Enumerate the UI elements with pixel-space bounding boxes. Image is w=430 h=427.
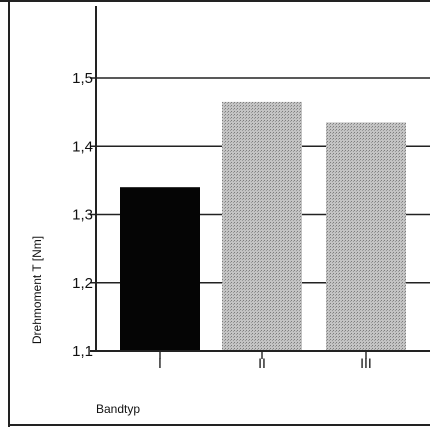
x-tick-labels: I II III <box>158 355 372 371</box>
y-tick-labels: 1,1 1,2 1,3 1,4 1,5 <box>72 70 93 360</box>
bar-I <box>120 187 200 351</box>
bar-II <box>222 101 302 351</box>
y-tick-label: 1,4 <box>72 138 93 155</box>
x-tick-label: III <box>360 355 372 371</box>
y-tick-label: 1,1 <box>72 343 93 360</box>
y-tick-label: 1,5 <box>72 70 93 87</box>
y-tick-label: 1,3 <box>72 207 93 224</box>
y-tick-label: 1,2 <box>72 275 93 292</box>
x-tick-label: I <box>158 355 162 371</box>
y-axis-title: Drehmoment T [Nm] <box>30 236 44 344</box>
bar-III <box>326 122 406 351</box>
bars <box>120 101 406 351</box>
x-tick-label: II <box>258 355 266 371</box>
axes <box>90 6 430 359</box>
x-axis-title: Bandtyp <box>96 402 140 416</box>
